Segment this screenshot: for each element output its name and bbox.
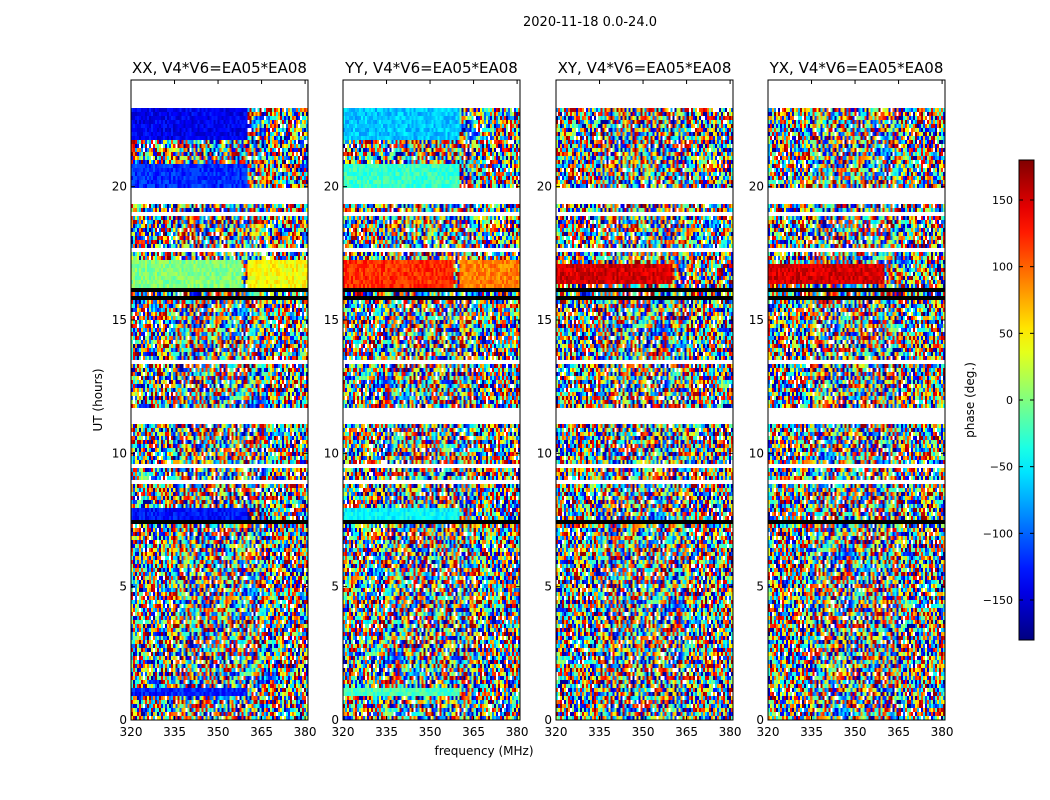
panel-2: XY, V4*V6=EA05*EA08 320 335 350 365 380 0 5 10 15… (537, 59, 742, 739)
y-tick-label: 20 (537, 180, 552, 194)
x-tick-label: 350 (632, 725, 655, 739)
panel-1: YY, V4*V6=EA05*EA08 320 335 350 365 380 0 5 10 15… (324, 59, 529, 739)
panel-frame (767, 79, 946, 721)
x-tick-label: 365 (675, 725, 698, 739)
y-tick-label: 10 (537, 446, 552, 460)
x-tick-label: 380 (294, 725, 317, 739)
phase-heatmap (131, 80, 308, 720)
y-tick-label: 0 (756, 713, 764, 727)
panel-frame (130, 79, 309, 721)
x-tick-label: 350 (207, 725, 230, 739)
y-tick-label: 5 (756, 580, 764, 594)
y-tick-label: 0 (544, 713, 552, 727)
y-tick-label: 5 (119, 580, 127, 594)
x-tick-label: 335 (800, 725, 823, 739)
panel-0: XX, V4*V6=EA05*EA08 320 335 350 365 380 0 5 10 15… (112, 59, 317, 739)
y-tick-label: 20 (324, 180, 339, 194)
colorbar-label: phase (deg.) (963, 362, 977, 438)
panel-title: YY, V4*V6=EA05*EA08 (344, 59, 518, 77)
x-tick-label: 365 (462, 725, 485, 739)
y-tick-label: 10 (749, 446, 764, 460)
colorbar-tick-label: 50 (999, 327, 1013, 340)
y-tick-label: 10 (112, 446, 127, 460)
phase-heatmap (768, 80, 945, 720)
colorbar: phase (deg.) −150 −100 −50 0 50 100 150 (963, 159, 1035, 641)
colorbar-tick-label: −50 (990, 461, 1013, 474)
y-tick-label: 20 (112, 180, 127, 194)
x-tick-label: 350 (419, 725, 442, 739)
y-tick-label: 0 (331, 713, 339, 727)
x-tick-label: 320 (545, 725, 568, 739)
x-tick-label: 335 (163, 725, 186, 739)
x-tick-label: 365 (887, 725, 910, 739)
x-tick-label: 380 (506, 725, 529, 739)
colorbar-tick-label: −150 (983, 594, 1013, 607)
x-tick-label: 365 (250, 725, 273, 739)
panel-title: YX, V4*V6=EA05*EA08 (769, 59, 944, 77)
figure-suptitle: 2020-11-18 0.0-24.0 (523, 15, 657, 30)
x-tick-label: 380 (719, 725, 742, 739)
x-tick-label: 335 (375, 725, 398, 739)
phase-heatmap (556, 80, 733, 720)
y-axis-label: UT (hours) (91, 368, 105, 431)
panels-group: XX, V4*V6=EA05*EA08 320 335 350 365 380 0 5 10 15… (112, 59, 954, 739)
x-tick-label: 320 (120, 725, 143, 739)
colorbar-tick-label: 150 (992, 194, 1013, 207)
colorbar-tick-label: 100 (992, 261, 1013, 274)
panel-title: XX, V4*V6=EA05*EA08 (132, 59, 307, 77)
panel-frame (555, 79, 734, 721)
y-tick-label: 5 (544, 580, 552, 594)
x-tick-label: 320 (332, 725, 355, 739)
x-tick-label: 335 (588, 725, 611, 739)
y-tick-label: 15 (324, 313, 339, 327)
panel-title: XY, V4*V6=EA05*EA08 (558, 59, 732, 77)
y-tick-label: 10 (324, 446, 339, 460)
y-tick-label: 15 (749, 313, 764, 327)
x-tick-label: 380 (931, 725, 954, 739)
y-tick-label: 15 (112, 313, 127, 327)
y-tick-label: 0 (119, 713, 127, 727)
phase-heatmap (343, 80, 520, 720)
colorbar-tick-label: −100 (983, 527, 1013, 540)
x-tick-label: 350 (844, 725, 867, 739)
panel-3: YX, V4*V6=EA05*EA08 320 335 350 365 380 0 5 10 15… (749, 59, 954, 739)
colorbar-tick-label: 0 (1006, 394, 1013, 407)
panel-frame (342, 79, 521, 721)
y-tick-label: 20 (749, 180, 764, 194)
x-axis-label: frequency (MHz) (434, 744, 533, 758)
x-tick-label: 320 (757, 725, 780, 739)
y-tick-label: 5 (331, 580, 339, 594)
y-tick-label: 15 (537, 313, 552, 327)
